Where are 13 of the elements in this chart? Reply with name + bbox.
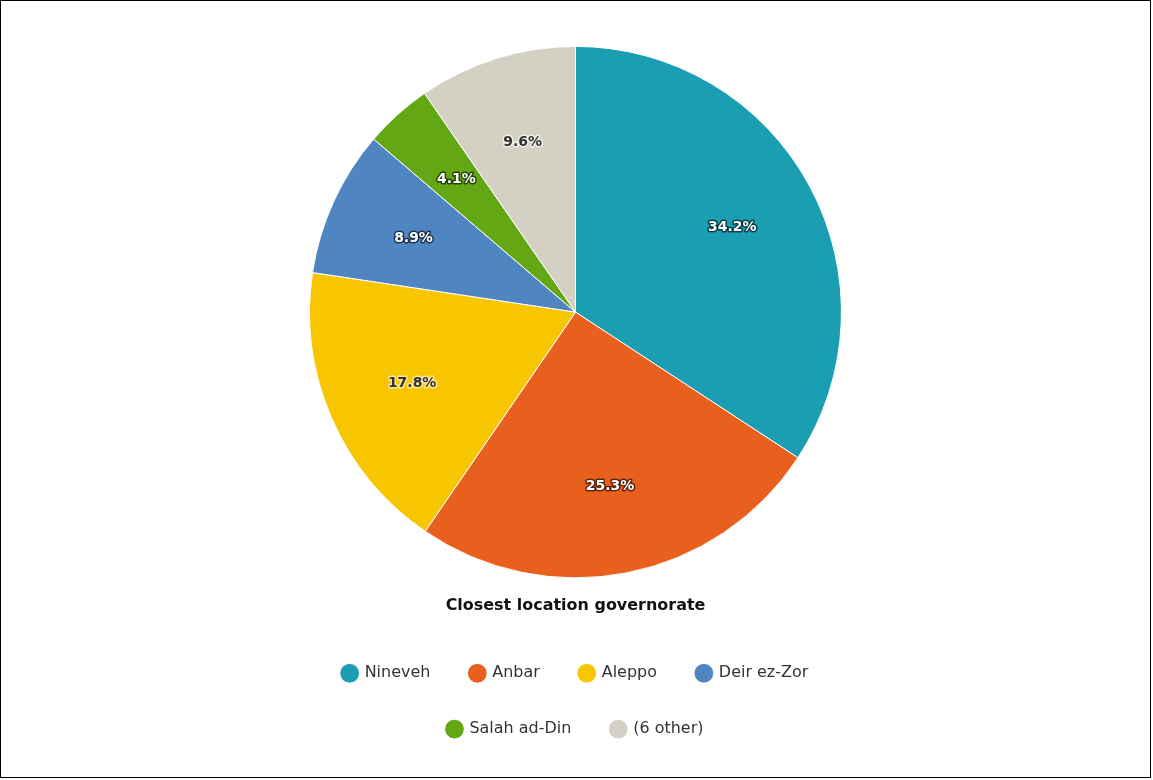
data-label: 34.2% — [708, 218, 757, 235]
legend-title: Closest location governorate — [445, 595, 706, 615]
data-label: 9.6% — [503, 132, 542, 149]
data-label: 17.8% — [387, 373, 437, 390]
legend-label: Anbar — [492, 662, 541, 682]
legend-label: Salah ad-Din — [469, 718, 572, 738]
data-label: 8.9% — [394, 228, 433, 245]
data-label: 25.3% — [585, 477, 635, 494]
legend-label: Deir ez-Zor — [718, 662, 809, 682]
legend-label: Aleppo — [601, 662, 657, 682]
legend-label: Nineveh — [364, 662, 431, 682]
legend-label: (6 other) — [633, 718, 704, 738]
data-label: 4.1% — [436, 170, 476, 187]
